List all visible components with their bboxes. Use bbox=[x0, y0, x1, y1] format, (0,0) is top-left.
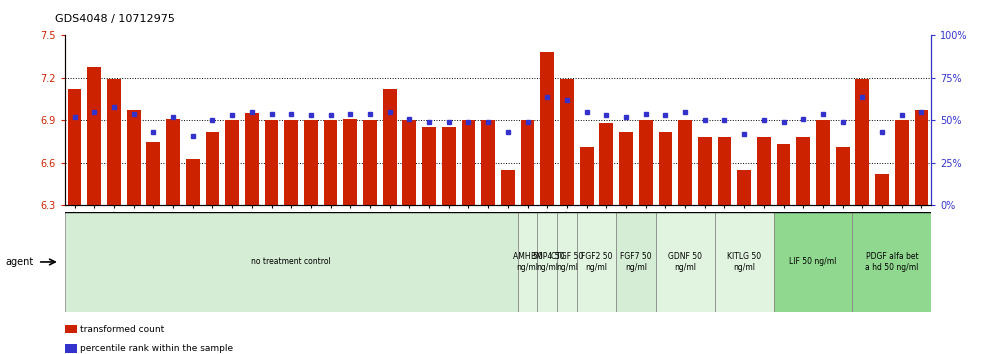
Text: no treatment control: no treatment control bbox=[251, 257, 331, 267]
Bar bbox=[600, 123, 614, 205]
Bar bbox=[265, 120, 279, 205]
Text: percentile rank within the sample: percentile rank within the sample bbox=[80, 344, 233, 353]
Bar bbox=[88, 67, 102, 205]
Bar bbox=[481, 120, 495, 205]
Bar bbox=[856, 79, 870, 205]
Bar bbox=[65, 212, 518, 312]
Bar bbox=[422, 127, 436, 205]
Bar bbox=[501, 170, 515, 205]
Bar bbox=[68, 89, 82, 205]
Bar bbox=[166, 119, 180, 205]
Bar bbox=[777, 144, 791, 205]
Bar bbox=[757, 137, 771, 205]
Bar bbox=[146, 142, 160, 205]
Bar bbox=[617, 212, 655, 312]
Bar bbox=[205, 132, 219, 205]
Bar bbox=[186, 159, 199, 205]
Bar bbox=[580, 147, 594, 205]
Bar bbox=[521, 120, 535, 205]
Bar bbox=[875, 174, 888, 205]
Bar bbox=[324, 120, 338, 205]
Text: FGF7 50
ng/ml: FGF7 50 ng/ml bbox=[621, 252, 651, 272]
Text: AMH 50
ng/ml: AMH 50 ng/ml bbox=[513, 252, 543, 272]
Bar bbox=[442, 127, 455, 205]
Bar bbox=[853, 212, 931, 312]
Bar bbox=[541, 52, 554, 205]
Text: agent: agent bbox=[5, 257, 33, 267]
Bar bbox=[557, 212, 577, 312]
Bar bbox=[698, 137, 712, 205]
Bar bbox=[560, 79, 574, 205]
Text: FGF2 50
ng/ml: FGF2 50 ng/ml bbox=[581, 252, 613, 272]
Text: CTGF 50
ng/ml: CTGF 50 ng/ml bbox=[551, 252, 583, 272]
Bar bbox=[774, 212, 853, 312]
Bar bbox=[678, 120, 692, 205]
Bar bbox=[364, 120, 376, 205]
Bar bbox=[655, 212, 715, 312]
Bar bbox=[225, 120, 239, 205]
Bar bbox=[245, 113, 259, 205]
Bar bbox=[658, 132, 672, 205]
Bar bbox=[737, 170, 751, 205]
Text: BMP4 50
ng/ml: BMP4 50 ng/ml bbox=[531, 252, 564, 272]
Bar bbox=[538, 212, 557, 312]
Bar bbox=[577, 212, 617, 312]
Bar bbox=[461, 120, 475, 205]
Bar bbox=[638, 120, 652, 205]
Bar bbox=[518, 212, 538, 312]
Bar bbox=[717, 137, 731, 205]
Text: GDS4048 / 10712975: GDS4048 / 10712975 bbox=[55, 14, 174, 24]
Text: transformed count: transformed count bbox=[80, 325, 164, 334]
Bar bbox=[620, 132, 632, 205]
Bar bbox=[797, 137, 810, 205]
Text: KITLG 50
ng/ml: KITLG 50 ng/ml bbox=[727, 252, 761, 272]
Bar bbox=[382, 89, 396, 205]
Text: PDGF alfa bet
a hd 50 ng/ml: PDGF alfa bet a hd 50 ng/ml bbox=[866, 252, 918, 272]
Bar bbox=[284, 120, 298, 205]
Bar bbox=[816, 120, 830, 205]
Text: LIF 50 ng/ml: LIF 50 ng/ml bbox=[790, 257, 837, 267]
Bar bbox=[715, 212, 774, 312]
Bar bbox=[914, 110, 928, 205]
Bar bbox=[402, 120, 416, 205]
Bar bbox=[344, 119, 358, 205]
Bar bbox=[108, 79, 121, 205]
Bar bbox=[894, 120, 908, 205]
Text: GDNF 50
ng/ml: GDNF 50 ng/ml bbox=[668, 252, 702, 272]
Bar bbox=[304, 120, 318, 205]
Bar bbox=[836, 147, 850, 205]
Bar bbox=[126, 110, 140, 205]
